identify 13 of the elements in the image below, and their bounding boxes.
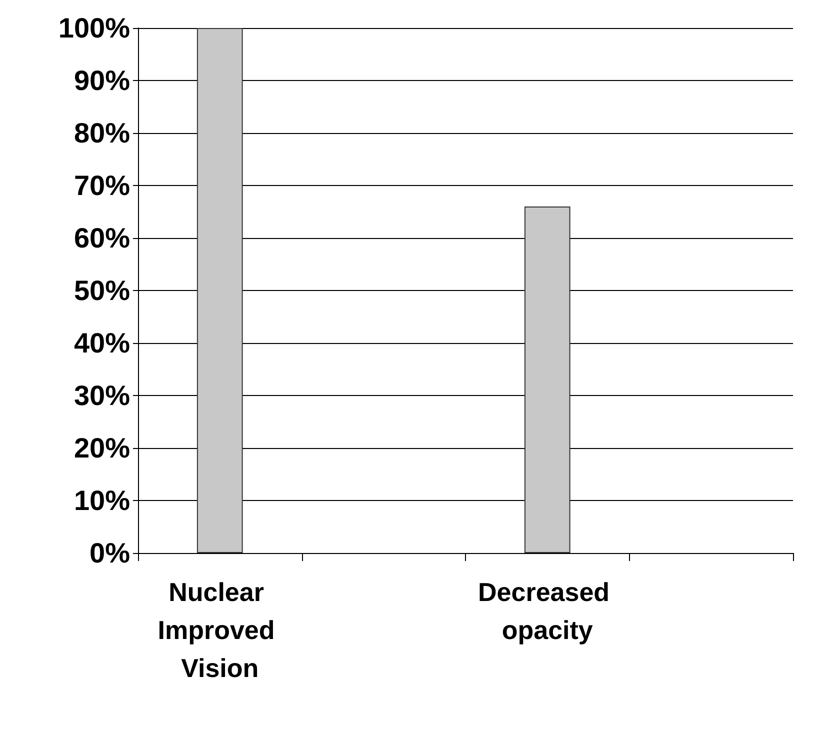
y-tick-label: 100% [58,12,130,44]
y-tick-label: 70% [74,170,130,201]
y-tick-label: 60% [74,222,130,254]
x-tick-label: Decreased opacity [478,577,617,645]
y-tick-label: 50% [74,275,130,306]
y-tick-label: 10% [74,485,130,516]
y-tick-label: 80% [74,118,130,148]
y-tick-label: 40% [74,328,130,358]
y-tick-label: 0% [90,538,130,568]
y-tick-label: 90% [74,65,130,96]
x-tick-label: Nuclear Improved Vision [158,577,282,683]
y-tick-label: 20% [74,432,130,464]
y-tick-label: 30% [74,380,130,411]
